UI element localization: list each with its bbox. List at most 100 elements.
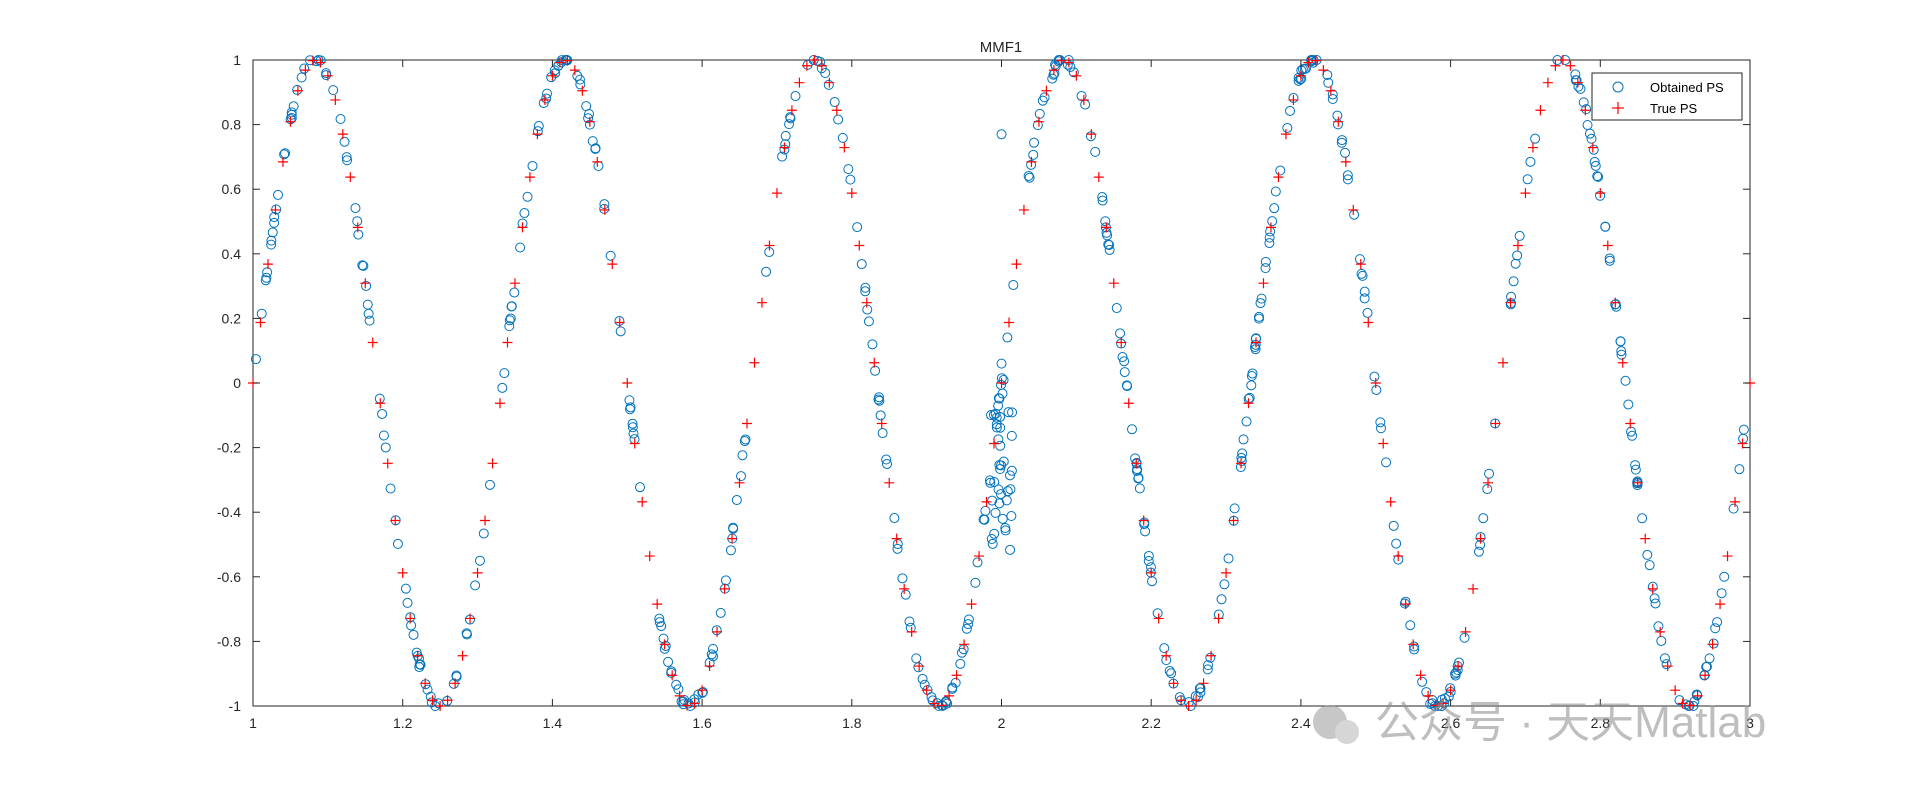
obtained-ps-point [1616, 349, 1627, 360]
obtained-ps-point [1575, 83, 1586, 94]
obtained-ps-point [1484, 468, 1495, 479]
true-ps-point [382, 458, 393, 469]
obtained-ps-point [1514, 230, 1525, 241]
obtained-ps-point [873, 394, 884, 405]
true-ps-point [831, 105, 842, 116]
obtained-ps-point [987, 538, 998, 549]
obtained-ps-point [1119, 356, 1130, 367]
obtained-ps-point [627, 418, 638, 429]
obtained-ps-point [708, 643, 719, 654]
obtained-ps-point [950, 677, 961, 688]
obtained-ps-point [1006, 430, 1017, 441]
obtained-ps-point [590, 143, 601, 154]
obtained-ps-point [927, 695, 938, 706]
obtained-ps-point [542, 88, 553, 99]
true-ps-point [779, 142, 790, 153]
true-ps-point [270, 204, 281, 215]
true-ps-point [450, 678, 461, 689]
obtained-ps-point [1716, 588, 1727, 599]
obtained-ps-point [411, 647, 422, 658]
obtained-ps-point [1405, 620, 1416, 631]
obtained-ps-point [509, 287, 520, 298]
obtained-ps-point [1510, 258, 1521, 269]
obtained-ps-point [860, 282, 871, 293]
obtained-ps-point [339, 136, 350, 147]
true-ps-point [734, 477, 745, 488]
obtained-ps-point [280, 148, 291, 159]
true-ps-point [1700, 670, 1711, 681]
obtained-ps-point [515, 242, 526, 253]
true-ps-point [435, 701, 446, 711]
obtained-ps-point [1653, 621, 1664, 632]
obtained-ps-point [731, 495, 742, 506]
obtained-ps-point [1588, 144, 1599, 155]
obtained-ps-point [1604, 255, 1615, 266]
obtained-ps-point [553, 60, 564, 71]
obtained-ps-outlier [996, 358, 1007, 369]
x-tick-label: 1.4 [543, 715, 563, 731]
true-ps-point [771, 188, 782, 199]
obtained-ps-point [989, 477, 1000, 488]
true-ps-point [1003, 317, 1014, 328]
true-ps-point [1303, 57, 1314, 68]
obtained-ps-point [1104, 244, 1115, 255]
obtained-ps-point [998, 375, 1009, 386]
obtained-ps-point [1644, 560, 1655, 571]
true-ps-point [876, 418, 887, 429]
obtained-ps-point [990, 507, 1001, 518]
obtained-ps-point [1195, 687, 1206, 698]
true-ps-point [1527, 142, 1538, 153]
obtained-ps-point [581, 101, 592, 112]
obtained-ps-point [1342, 174, 1353, 185]
series-obtained-ps [250, 55, 1749, 711]
obtained-ps-point [1589, 156, 1600, 167]
obtained-ps-point [815, 56, 826, 67]
true-ps-point [1632, 477, 1643, 488]
obtained-ps-point [1522, 174, 1533, 185]
true-ps-point [929, 698, 940, 709]
obtained-ps-point [1097, 191, 1108, 202]
true-ps-point [502, 337, 513, 348]
true-ps-point [1340, 156, 1351, 167]
obtained-ps-point [961, 623, 972, 634]
obtained-ps-point [1332, 110, 1343, 121]
obtained-ps-point [843, 164, 854, 175]
obtained-ps-point [1432, 701, 1443, 711]
obtained-ps-point [673, 684, 684, 695]
true-ps-point [861, 297, 872, 308]
obtained-ps-point [1007, 407, 1018, 418]
true-ps-point [719, 583, 730, 594]
true-ps-point [1011, 259, 1022, 270]
true-ps-point [1647, 583, 1658, 594]
obtained-ps-point [1097, 195, 1108, 206]
true-ps-point [1677, 698, 1688, 709]
x-axis-ticks: 1 1.2 1.4 1.6 1.8 2 2.2 2.4 2.6 2.8 3 [249, 60, 1754, 731]
obtained-ps-point [870, 365, 881, 376]
true-ps-point [1460, 626, 1471, 637]
true-ps-point [1288, 94, 1299, 105]
obtained-ps-point [1578, 97, 1589, 108]
watermark-text: 公众号 · 天天Matlab [1375, 698, 1766, 747]
obtained-ps-point [342, 155, 353, 166]
true-ps-point [1707, 639, 1718, 650]
obtained-ps-point [784, 119, 795, 130]
obtained-ps-point [660, 640, 671, 651]
obtained-ps-point [1100, 216, 1111, 227]
obtained-ps-point [942, 698, 953, 709]
obtained-ps-point [504, 315, 515, 326]
obtained-ps-point [1323, 77, 1334, 88]
obtained-ps-point [433, 698, 444, 709]
true-ps-point [547, 70, 558, 81]
obtained-ps-point [904, 616, 915, 627]
true-ps-point [1168, 678, 1179, 689]
true-ps-point [959, 639, 970, 650]
obtained-ps-point [995, 440, 1006, 451]
obtained-ps-point [267, 227, 278, 238]
true-ps-point [1221, 567, 1232, 578]
obtained-ps-point [963, 614, 974, 625]
obtained-ps-point [474, 555, 485, 566]
true-ps-point [352, 222, 363, 233]
true-ps-point [1161, 650, 1172, 661]
obtained-ps-point [1062, 59, 1073, 70]
obtained-ps-point [979, 514, 990, 525]
